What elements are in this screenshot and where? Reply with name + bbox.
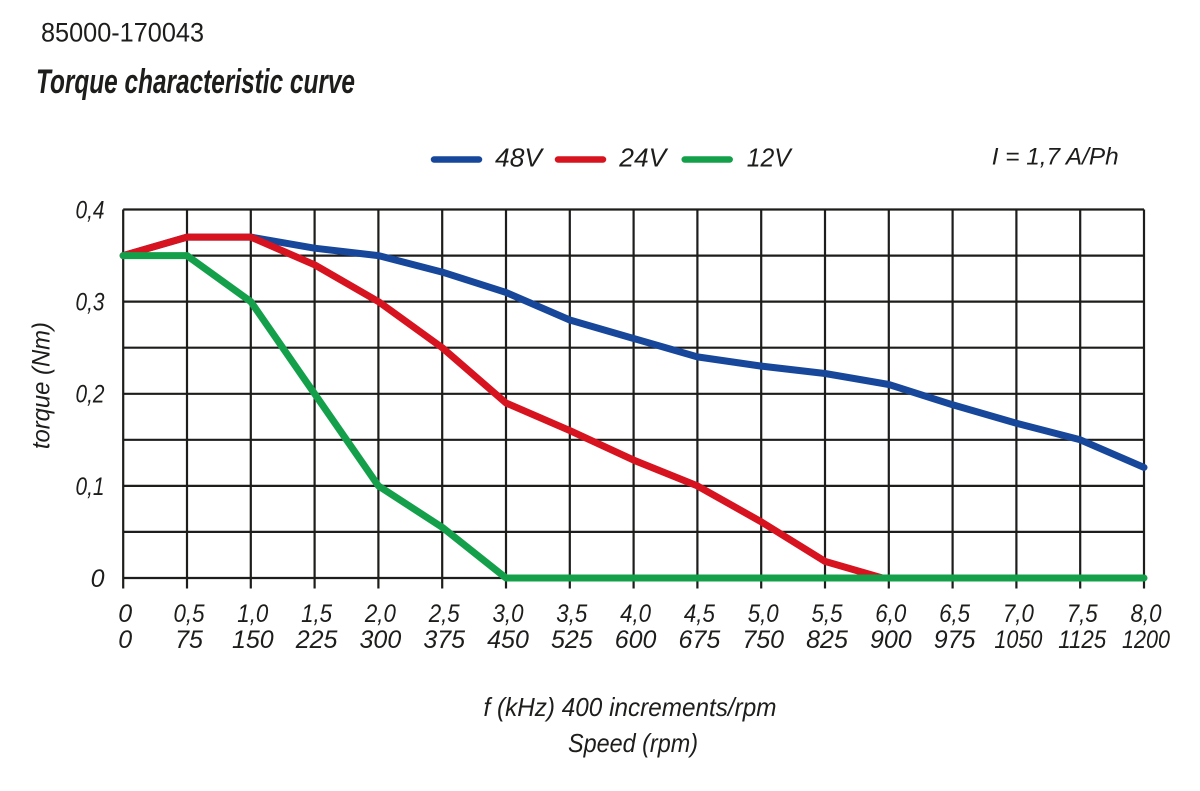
svg-text:1,5: 1,5 — [301, 600, 332, 628]
svg-text:300: 300 — [360, 626, 402, 654]
svg-text:1050: 1050 — [994, 626, 1042, 654]
svg-text:2,0: 2,0 — [364, 600, 396, 628]
svg-text:600: 600 — [615, 626, 657, 654]
svg-text:48V: 48V — [495, 145, 544, 173]
svg-text:0: 0 — [91, 565, 105, 593]
svg-text:750: 750 — [742, 626, 784, 654]
svg-text:825: 825 — [806, 626, 848, 654]
svg-text:3,5: 3,5 — [556, 600, 587, 628]
svg-text:450: 450 — [487, 626, 529, 654]
svg-text:5,0: 5,0 — [748, 600, 779, 628]
svg-text:4,5: 4,5 — [684, 600, 715, 628]
svg-text:12V: 12V — [747, 145, 793, 173]
svg-text:0: 0 — [118, 600, 132, 628]
svg-text:I = 1,7 A/Ph: I = 1,7 A/Ph — [992, 144, 1119, 171]
svg-text:4,0: 4,0 — [620, 600, 651, 628]
svg-text:f (kHz) 400 increments/rpm: f (kHz) 400 increments/rpm — [484, 692, 777, 722]
svg-text:5,5: 5,5 — [812, 600, 843, 628]
svg-text:Torque characteristic curve: Torque characteristic curve — [36, 63, 355, 101]
svg-text:3,0: 3,0 — [493, 600, 524, 628]
svg-text:85000-170043: 85000-170043 — [41, 18, 204, 48]
svg-text:900: 900 — [870, 626, 912, 654]
svg-text:Speed (rpm): Speed (rpm) — [568, 728, 698, 758]
svg-text:75: 75 — [175, 626, 203, 654]
svg-text:torque (Nm): torque (Nm) — [28, 322, 56, 449]
svg-text:375: 375 — [423, 626, 465, 654]
svg-text:0: 0 — [118, 626, 132, 654]
svg-text:7,0: 7,0 — [1003, 600, 1034, 628]
svg-text:0,4: 0,4 — [76, 196, 105, 224]
svg-text:150: 150 — [232, 626, 274, 654]
svg-text:0,3: 0,3 — [76, 289, 105, 317]
svg-text:0,1: 0,1 — [76, 473, 105, 501]
svg-text:225: 225 — [295, 626, 338, 654]
svg-text:1200: 1200 — [1122, 626, 1170, 654]
svg-text:6,0: 6,0 — [875, 600, 906, 628]
svg-text:7,5: 7,5 — [1067, 600, 1098, 628]
svg-text:8,0: 8,0 — [1131, 600, 1162, 628]
svg-text:1125: 1125 — [1058, 626, 1106, 654]
svg-text:2,5: 2,5 — [428, 600, 460, 628]
svg-text:24V: 24V — [618, 145, 668, 173]
svg-text:1,0: 1,0 — [237, 600, 268, 628]
svg-text:0,2: 0,2 — [76, 381, 105, 409]
svg-text:6,5: 6,5 — [939, 600, 970, 628]
svg-text:525: 525 — [551, 626, 593, 654]
svg-text:0,5: 0,5 — [174, 600, 205, 628]
svg-text:675: 675 — [679, 626, 721, 654]
svg-text:975: 975 — [934, 626, 976, 654]
